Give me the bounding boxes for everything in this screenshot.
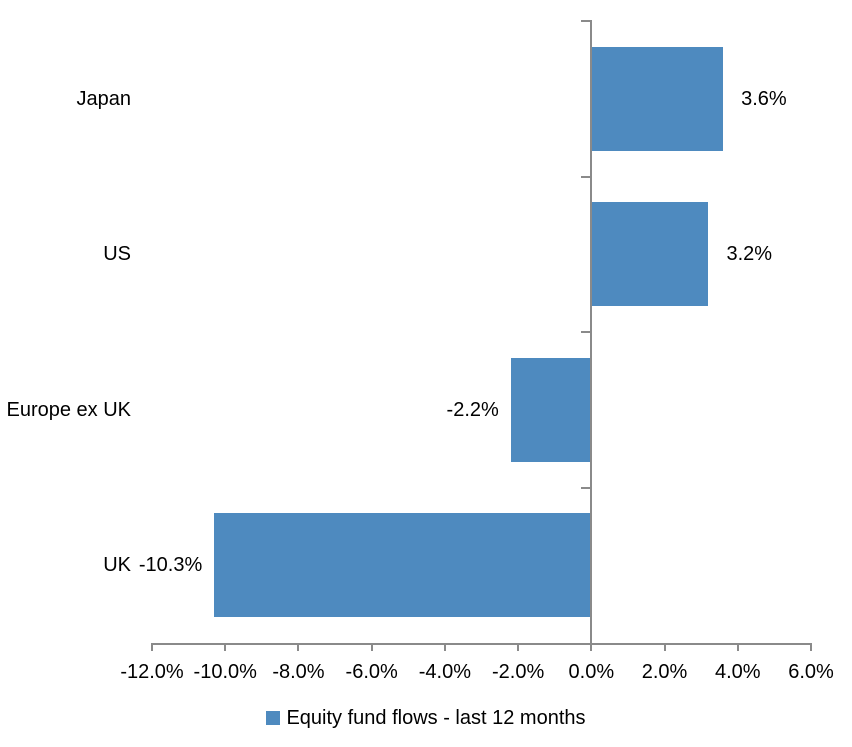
value-label-japan: 3.6% — [741, 87, 787, 110]
value-label-us: 3.2% — [726, 243, 773, 266]
category-axis-tick — [581, 175, 591, 178]
x-axis-tick — [810, 643, 812, 651]
legend-swatch-icon — [266, 711, 281, 725]
x-axis-tick-label: -4.0% — [418, 661, 471, 683]
legend-label: Equity fund flows - last 12 months — [286, 707, 586, 729]
x-axis-tick-label: -10.0% — [193, 661, 257, 683]
x-axis-tick — [663, 643, 666, 651]
x-axis-tick — [736, 643, 739, 651]
x-axis-tick — [517, 643, 520, 651]
x-axis-tick-label: -6.0% — [345, 661, 398, 683]
value-label-europe-ex-uk: -2.2% — [446, 398, 499, 421]
x-axis-line — [151, 643, 812, 645]
x-axis-tick — [590, 643, 593, 651]
bar-japan — [591, 46, 724, 151]
x-axis-tick — [370, 643, 373, 651]
x-axis-tick-label: 6.0% — [788, 661, 834, 683]
category-label-japan: Japan — [76, 87, 132, 110]
bar-uk — [214, 513, 592, 618]
x-axis-tick — [151, 643, 153, 651]
value-axis-line — [590, 20, 593, 645]
category-label-uk: UK — [103, 554, 131, 577]
x-axis-tick — [224, 643, 227, 651]
x-axis-tick — [443, 643, 446, 651]
category-axis-tick — [581, 486, 591, 489]
x-axis-tick-label: 0.0% — [568, 661, 615, 683]
x-axis-tick-label: 4.0% — [714, 661, 761, 683]
x-axis-tick-label: 2.0% — [641, 661, 688, 683]
bar-us — [591, 202, 709, 307]
category-axis-tick — [581, 331, 591, 333]
x-axis-tick-label: -8.0% — [272, 661, 325, 683]
value-label-uk: -10.3% — [138, 554, 203, 577]
x-axis-tick — [297, 643, 300, 651]
category-label-us: US — [103, 243, 131, 266]
x-axis-tick-label: -12.0% — [120, 661, 184, 683]
x-axis-tick-label: -2.0% — [491, 661, 545, 683]
category-axis-tick — [581, 20, 591, 22]
category-label-europe-ex-uk: Europe ex UK — [6, 398, 131, 421]
bar-europe-ex-uk — [510, 357, 592, 462]
legend: Equity fund flows - last 12 months — [0, 704, 852, 732]
